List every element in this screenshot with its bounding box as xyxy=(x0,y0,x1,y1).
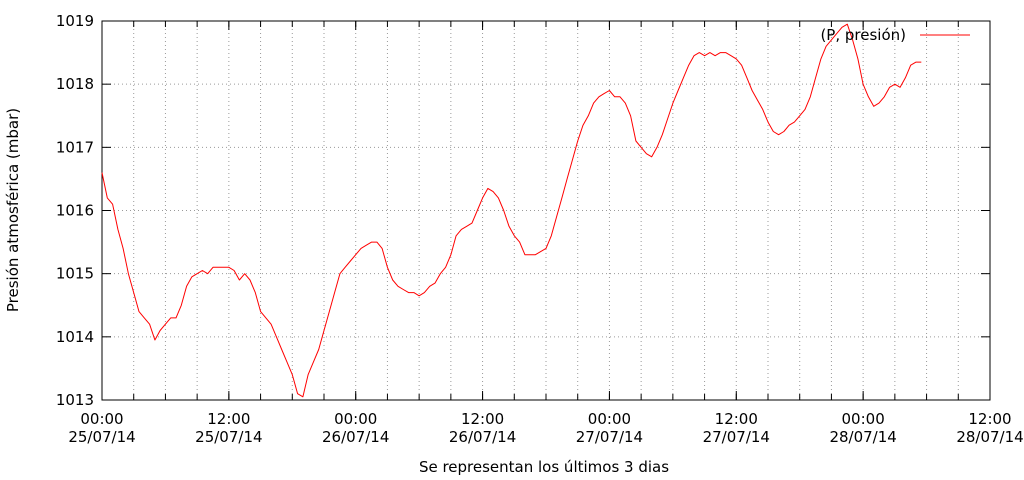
x-tick-label-time: 12:00 xyxy=(461,410,504,428)
x-tick-label-time: 12:00 xyxy=(968,410,1011,428)
y-tick-label: 1014 xyxy=(56,328,94,346)
x-tick-label-date: 26/07/14 xyxy=(449,428,516,446)
x-tick-label-date: 27/07/14 xyxy=(703,428,770,446)
y-tick-label: 1016 xyxy=(56,202,94,220)
axis-ticks xyxy=(101,20,991,401)
x-tick-labels: 00:0025/07/1412:0025/07/1400:0026/07/141… xyxy=(68,410,1023,446)
legend-label: (P, presión) xyxy=(820,26,906,44)
x-tick-label-date: 27/07/14 xyxy=(576,428,643,446)
x-tick-label-date: 26/07/14 xyxy=(322,428,389,446)
legend: (P, presión) xyxy=(820,26,970,44)
x-tick-label-time: 12:00 xyxy=(207,410,250,428)
y-tick-labels: 1013 1014 1015 1016 1017 1018 1019 xyxy=(56,12,94,409)
y-tick-label: 1018 xyxy=(56,75,94,93)
x-tick-label-time: 00:00 xyxy=(588,410,631,428)
x-tick-label-date: 28/07/14 xyxy=(956,428,1023,446)
x-tick-label-time: 00:00 xyxy=(334,410,377,428)
x-tick-label-date: 28/07/14 xyxy=(829,428,896,446)
y-axis-label: Presión atmosférica (mbar) xyxy=(4,108,22,312)
y-tick-label: 1019 xyxy=(56,12,94,30)
x-axis-label: Se representan los últimos 3 dias xyxy=(419,458,669,476)
y-tick-label: 1015 xyxy=(56,265,94,283)
x-tick-label-time: 00:00 xyxy=(80,410,123,428)
x-tick-label-date: 25/07/14 xyxy=(195,428,262,446)
pressure-series-line xyxy=(101,23,922,398)
y-tick-label: 1017 xyxy=(56,138,94,156)
grid-lines xyxy=(102,21,990,400)
y-tick-label: 1013 xyxy=(56,391,94,409)
x-tick-label-date: 25/07/14 xyxy=(68,428,135,446)
x-tick-label-time: 12:00 xyxy=(715,410,758,428)
x-tick-label-time: 00:00 xyxy=(842,410,885,428)
